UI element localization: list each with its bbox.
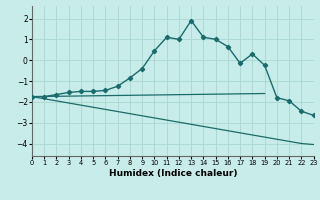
X-axis label: Humidex (Indice chaleur): Humidex (Indice chaleur) [108, 169, 237, 178]
